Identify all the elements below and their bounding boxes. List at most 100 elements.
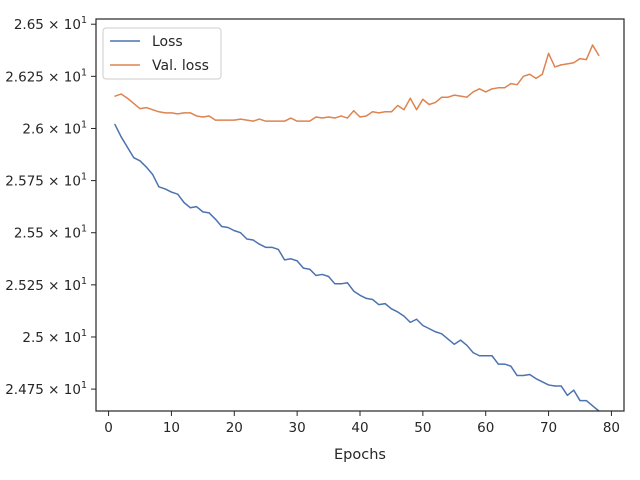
data-point-val-loss [485,91,487,93]
data-point-val-loss [365,115,367,117]
data-point-loss [472,352,474,354]
data-point-val-loss [265,120,267,122]
data-point-loss [384,303,386,305]
data-point-loss [283,259,286,261]
data-point-val-loss [591,44,594,46]
y-tick-label: 2.475 × 101 [5,380,87,398]
y-axis: 2.475 × 101 2.5 × 101 2.525 × 101 2.55 × 10… [5,15,96,398]
data-point-val-loss [114,95,116,97]
data-point-loss [434,331,437,333]
data-point-loss [591,405,594,407]
data-point-loss [302,267,305,269]
legend: Loss Val. loss [102,27,222,80]
data-point-val-loss [547,52,550,55]
data-point-val-loss [447,96,449,98]
data-point-loss [547,384,550,386]
x-tick-label: 20 [226,420,243,436]
data-point-loss [277,248,279,250]
data-point-loss [378,304,380,306]
data-point-val-loss [497,87,499,89]
data-point-val-loss [221,119,223,121]
x-axis: 0 10 20 30 40 50 60 70 80 [104,411,620,436]
data-point-loss [415,318,418,320]
data-point-val-loss [177,113,179,115]
data-point-val-loss [516,84,518,86]
data-point-val-loss [566,63,569,65]
data-point-loss [485,355,487,357]
y-tick-label: 2.55 × 101 [14,224,87,242]
data-point-loss [390,308,393,310]
data-point-val-loss [459,95,462,97]
data-point-loss [334,283,336,285]
data-point-loss [510,365,512,367]
data-point-loss [227,226,229,229]
data-point-loss [321,273,323,276]
data-point-val-loss [227,119,229,121]
data-point-loss [503,363,506,365]
data-point-val-loss [214,119,217,121]
data-point-loss [290,258,292,260]
data-point-val-loss [158,111,160,113]
data-point-loss [120,136,122,138]
data-point-val-loss [340,115,342,117]
data-point-loss [579,399,581,402]
x-tick-label: 40 [351,420,368,436]
data-point-val-loss [503,87,506,89]
data-point-val-loss [327,116,330,118]
data-point-val-loss [133,102,135,105]
data-point-val-loss [585,59,587,61]
data-point-loss [252,239,254,241]
y-tick-label: 2.5 × 101 [22,328,87,346]
data-point-loss [522,374,525,377]
data-point-val-loss [139,108,141,110]
y-tick-label: 2.575 × 101 [5,172,87,190]
data-point-loss [158,186,160,188]
data-point-val-loss [415,109,418,111]
series-line-val-loss [114,44,600,122]
data-point-loss [114,123,116,125]
y-tick-label: 2.525 × 101 [5,276,87,294]
data-point-loss [585,399,587,402]
data-point-loss [573,389,575,391]
data-point-loss [560,385,562,387]
data-point-val-loss [491,88,493,90]
data-point-loss [239,232,242,234]
data-point-loss [466,344,468,346]
data-point-loss [327,275,330,278]
data-point-val-loss [164,112,166,114]
data-point-loss [246,238,248,240]
data-point-val-loss [535,77,537,80]
data-point-loss [189,207,191,209]
series-line-loss [114,123,600,412]
data-point-loss [453,343,455,345]
data-point-val-loss [529,73,531,75]
y-tick-label: 2.65 × 101 [14,15,87,33]
data-point-loss [208,212,210,214]
data-point-val-loss [202,116,204,118]
legend-label-val-loss: Val. loss [152,58,209,74]
x-tick-label: 80 [603,420,620,436]
data-point-val-loss [353,110,355,112]
data-point-loss [478,355,481,357]
data-point-val-loss [390,111,393,113]
data-point-loss [309,268,311,270]
data-point-val-loss [441,96,443,98]
y-tick-label: 2.625 × 101 [5,67,87,85]
data-point-val-loss [315,116,317,118]
data-point-loss [346,282,349,284]
data-point-loss [516,374,518,377]
x-tick-label: 70 [540,420,557,436]
data-point-loss [233,230,235,232]
data-point-loss [359,294,361,296]
data-point-val-loss [183,112,185,114]
data-point-val-loss [453,94,455,96]
data-point-val-loss [246,119,248,121]
data-point-loss [447,338,449,340]
data-point-val-loss [208,115,210,117]
data-point-val-loss [252,120,254,122]
data-point-val-loss [397,104,399,107]
x-tick-label: 30 [289,420,306,436]
data-point-val-loss [346,117,349,119]
data-point-val-loss [283,120,286,122]
